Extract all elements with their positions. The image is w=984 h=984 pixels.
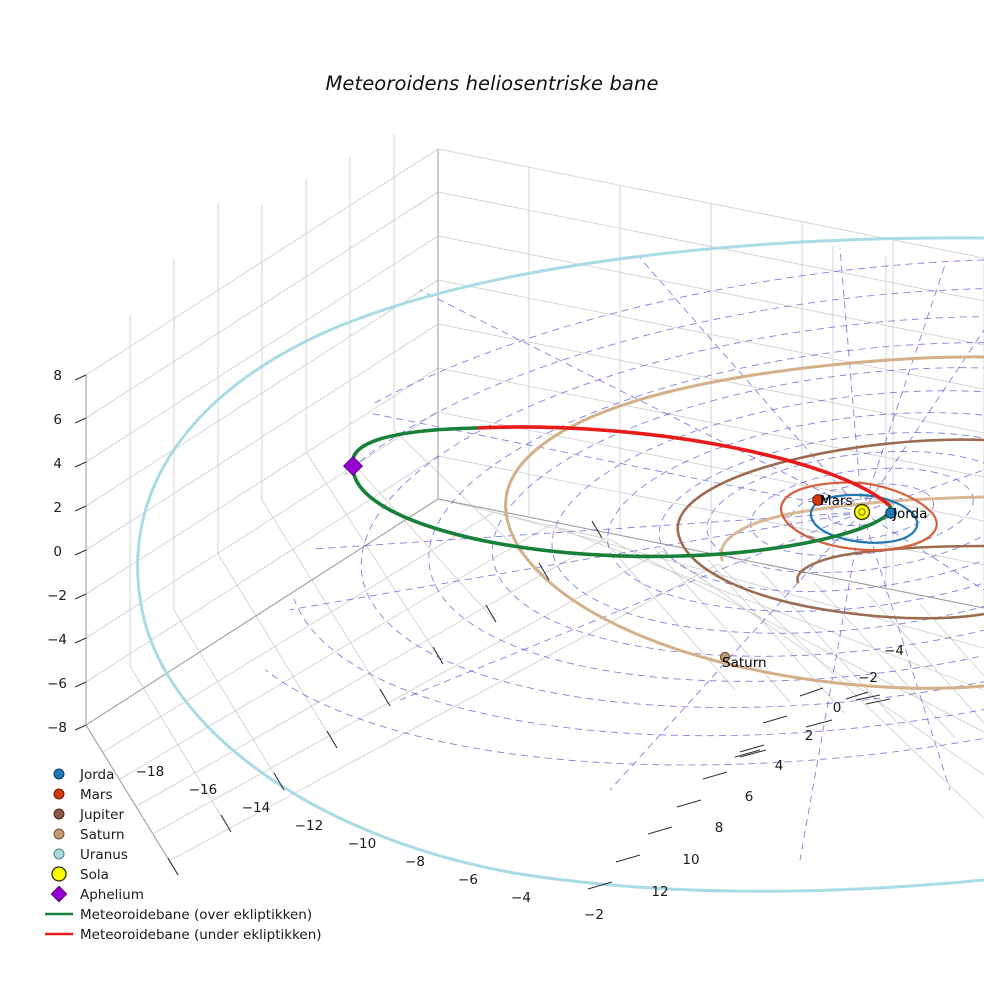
z-axis-tick-labels: 8 6 4 2 0 −2 −4 −6 −8 bbox=[47, 368, 67, 736]
legend-marker-circle bbox=[53, 768, 65, 780]
meteoroid-below-ecliptic bbox=[474, 425, 892, 508]
x-tick-label: −4 bbox=[511, 890, 531, 906]
x-tick-label: −14 bbox=[242, 800, 271, 816]
legend-label: Meteoroidebane (over ekliptikken) bbox=[80, 907, 312, 923]
legend-label: Meteoroidebane (under ekliptikken) bbox=[80, 927, 322, 943]
x-axis-ticks bbox=[167, 520, 603, 876]
legend-label: Aphelium bbox=[80, 887, 144, 903]
y-tick-label: 6 bbox=[745, 789, 754, 805]
orbit-jupiter-far bbox=[796, 544, 984, 584]
y-tick-label: 8 bbox=[715, 820, 724, 836]
z-tick-label: 6 bbox=[53, 412, 62, 428]
legend-item-aphelium[interactable]: Aphelium bbox=[50, 885, 144, 903]
orbit-saturn bbox=[504, 355, 984, 690]
legend-marker-circle bbox=[53, 808, 65, 820]
saturn-marker bbox=[719, 651, 731, 663]
aphelion-marker bbox=[342, 455, 364, 477]
x-tick-label: −16 bbox=[189, 782, 218, 798]
legend-item-meteoroid-above[interactable]: Meteoroidebane (over ekliptikken) bbox=[45, 907, 312, 923]
legend-item-meteoroid-below[interactable]: Meteoroidebane (under ekliptikken) bbox=[45, 927, 322, 943]
y-tick-label: 12 bbox=[651, 884, 668, 900]
orbit-uranus bbox=[136, 236, 984, 893]
legend-item-uranus[interactable]: Uranus bbox=[53, 847, 128, 863]
orbit-saturn-far bbox=[719, 495, 984, 562]
z-tick-label: 4 bbox=[53, 456, 62, 472]
legend-marker-circle bbox=[53, 848, 65, 860]
legend-label: Jupiter bbox=[79, 807, 124, 823]
x-tick-label: −12 bbox=[295, 818, 324, 834]
legend-marker-circle bbox=[53, 788, 65, 800]
legend-marker-circle bbox=[51, 866, 67, 882]
z-tick-label: −4 bbox=[47, 632, 67, 648]
earth-label: Jorda bbox=[892, 506, 927, 522]
y-tick-label: 4 bbox=[775, 758, 784, 774]
y-tick-label: 2 bbox=[805, 728, 814, 744]
sun-marker bbox=[853, 503, 871, 521]
x-tick-label: −2 bbox=[584, 907, 604, 923]
z-tick-label: 2 bbox=[53, 500, 62, 516]
polar-radial-spokes bbox=[209, 247, 984, 861]
legend-label: Uranus bbox=[80, 847, 128, 863]
z-tick-label: −8 bbox=[47, 720, 67, 736]
z-tick-label: −2 bbox=[47, 588, 67, 604]
z-tick-label: 8 bbox=[53, 368, 62, 384]
y-tick-label: 0 bbox=[833, 700, 842, 716]
z-tick-label: −6 bbox=[47, 676, 67, 692]
page-title: Meteoroidens heliosentriske bane bbox=[325, 72, 659, 95]
legend-item-jupiter[interactable]: Jupiter bbox=[53, 807, 124, 823]
legend-item-saturn[interactable]: Saturn bbox=[53, 827, 125, 843]
x-axis-tick-labels: −18 −16 −14 −12 −10 −8 −6 −4 −2 bbox=[136, 764, 604, 923]
x-tick-label: −10 bbox=[348, 836, 377, 852]
earth-marker bbox=[885, 507, 897, 519]
legend-marker-diamond bbox=[50, 885, 68, 903]
legend-label: Jorda bbox=[79, 767, 114, 783]
orbit-mars bbox=[780, 481, 938, 552]
saturn-label: Saturn bbox=[722, 655, 767, 671]
y-tick-label: 10 bbox=[682, 852, 699, 868]
y-tick-label: −2 bbox=[858, 670, 878, 686]
legend-item-sola[interactable]: Sola bbox=[51, 866, 109, 883]
legend-item-mars[interactable]: Mars bbox=[53, 787, 113, 803]
meteoroid-above-ecliptic-lower bbox=[351, 464, 892, 559]
legend-item-jorda[interactable]: Jorda bbox=[53, 767, 114, 783]
z-tick-label: 0 bbox=[53, 544, 62, 560]
legend-label: Saturn bbox=[80, 827, 125, 843]
y-axis-tick-marks-2 bbox=[587, 687, 881, 890]
x-tick-label: −18 bbox=[136, 764, 165, 780]
z-axis-ticks bbox=[74, 374, 87, 731]
legend-label: Sola bbox=[80, 867, 109, 883]
mars-label: Mars bbox=[820, 493, 853, 509]
y-axis-ticks bbox=[734, 691, 891, 758]
legend-marker-circle bbox=[53, 828, 65, 840]
y-axis-tick-labels: −4 −2 0 2 4 6 8 10 12 bbox=[651, 643, 904, 900]
x-tick-label: −6 bbox=[458, 872, 478, 888]
legend-label: Mars bbox=[80, 787, 113, 803]
mars-marker bbox=[812, 494, 824, 506]
back-left-pane-rows bbox=[85, 148, 439, 726]
orbit-jupiter bbox=[676, 438, 984, 620]
x-tick-label: −8 bbox=[405, 854, 425, 870]
y-tick-label: −4 bbox=[884, 643, 904, 659]
